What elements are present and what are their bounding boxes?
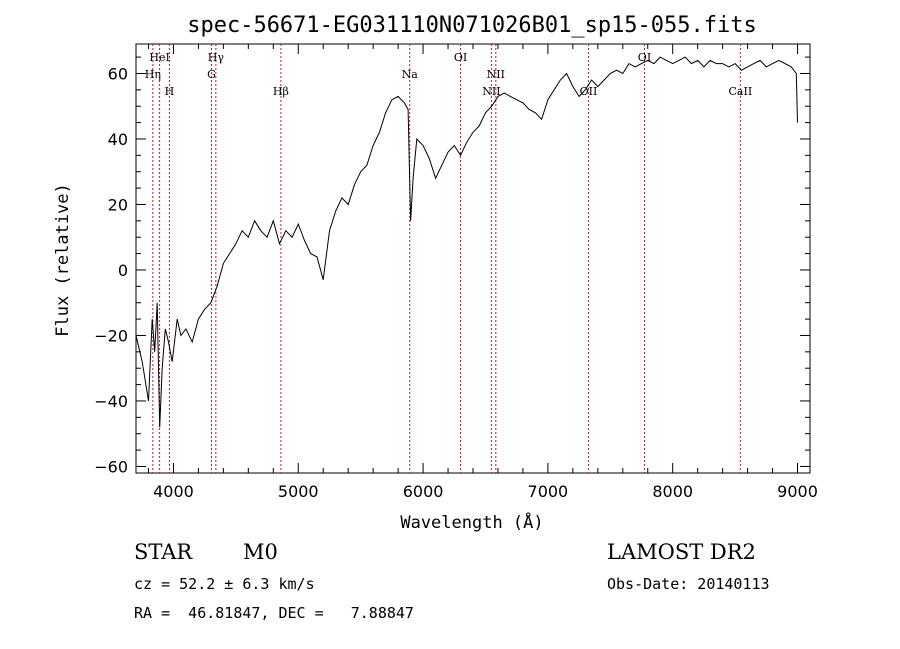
- spectral-line-label: CaII: [729, 85, 753, 98]
- spectral-line-label: Hγ: [208, 51, 225, 64]
- spectral-line-label: Na: [402, 68, 419, 81]
- x-axis-label: Wavelength (Å): [400, 511, 543, 533]
- spectral-line-label: OI: [454, 51, 467, 64]
- y-tick-label: 60: [108, 64, 128, 83]
- x-tick-label: 6000: [403, 482, 444, 501]
- y-axis-ticks: −60 −40 −20 0 20 40 60: [94, 56, 810, 476]
- y-tick-label: −60: [94, 457, 128, 476]
- spectral-line-label: G: [207, 68, 216, 81]
- chart-title: spec-56671-EG031110N071026B01_sp15-055.f…: [187, 13, 757, 38]
- y-tick-label: 20: [108, 195, 128, 214]
- survey-name: LAMOST DR2: [607, 540, 756, 564]
- object-class: STAR: [134, 540, 193, 564]
- spectral-subclass: M0: [243, 540, 278, 564]
- spectral-line-label: Hβ: [273, 85, 289, 98]
- spectral-line-label: Hη: [145, 68, 161, 81]
- x-tick-label: 5000: [278, 482, 319, 501]
- spectrum-series: [135, 56, 798, 428]
- spectral-line-label: NII: [482, 85, 500, 98]
- spectral-line-label: NII: [487, 68, 505, 81]
- x-tick-label: 8000: [652, 482, 693, 501]
- spectral-line-label: HeI: [149, 51, 169, 64]
- spectral-line-label: OII: [580, 85, 598, 98]
- y-tick-label: −20: [94, 326, 128, 345]
- redshift-info: cz = 52.2 ± 6.3 km/s: [134, 575, 315, 593]
- x-axis-ticks: 4000 5000 6000 7000 8000 9000: [147, 44, 818, 501]
- plot-frame: [135, 43, 811, 474]
- x-tick-label: 9000: [777, 482, 818, 501]
- y-tick-label: 0: [118, 261, 128, 280]
- y-axis-label: Flux (relative): [53, 183, 73, 337]
- y-tick-label: 40: [108, 130, 128, 149]
- x-tick-label: 7000: [528, 482, 569, 501]
- y-tick-label: −40: [94, 392, 128, 411]
- x-tick-label: 4000: [153, 482, 194, 501]
- coordinates: RA = 46.81847, DEC = 7.88847: [134, 604, 414, 622]
- spectral-line-label: H: [165, 85, 175, 98]
- obs-date: Obs-Date: 20140113: [607, 575, 770, 593]
